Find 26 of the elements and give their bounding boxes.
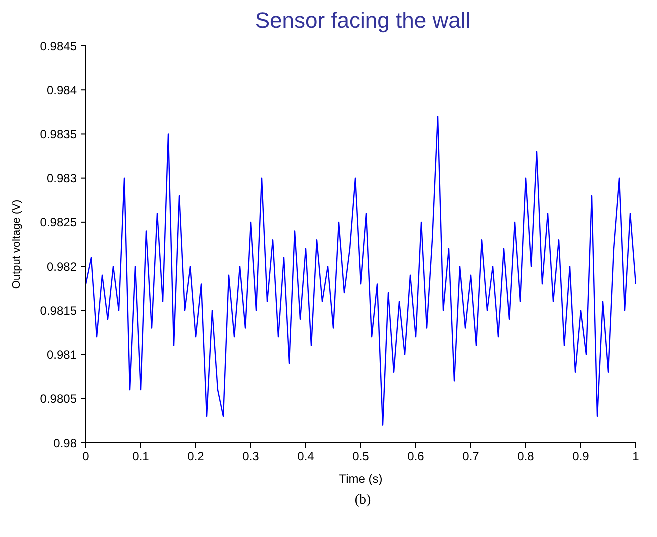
x-tick-label: 0.8 [518, 450, 535, 464]
x-tick-label: 0.5 [352, 450, 370, 464]
x-tick-label: 0.1 [132, 450, 150, 464]
x-tick-label: 0.9 [572, 450, 590, 464]
y-tick-label: 0.9825 [40, 216, 78, 230]
x-tick-label: 0 [82, 450, 90, 464]
x-tick-label: 0.6 [408, 450, 425, 464]
text: (b) [354, 493, 372, 509]
x-tick-label: 0.4 [298, 450, 315, 464]
y-tick-label: 0.9805 [40, 392, 78, 406]
y-tick-label: 0.983 [46, 172, 78, 186]
y-axis-title: Output voltage (V) [10, 200, 23, 290]
chart-title: Sensor facing the wall [254, 8, 472, 35]
line-series [86, 116, 636, 426]
y-tick-label: 0.98 [54, 436, 78, 450]
y-tick-label: 0.982 [46, 260, 78, 274]
x-axis-title: Time (s) [339, 472, 383, 486]
y-tick-label: 0.981 [46, 348, 78, 362]
x-tick-label: 0.3 [242, 450, 260, 464]
x-tick-label: 0.2 [188, 450, 205, 464]
y-tick-label: 0.9845 [40, 39, 78, 54]
x-tick-label: 1 [632, 450, 640, 464]
x-tick-label: 0.7 [462, 450, 480, 464]
y-tick-label: 0.9815 [40, 304, 78, 318]
y-tick-label: 0.984 [46, 83, 78, 98]
y-tick-label: 0.9835 [40, 127, 78, 142]
